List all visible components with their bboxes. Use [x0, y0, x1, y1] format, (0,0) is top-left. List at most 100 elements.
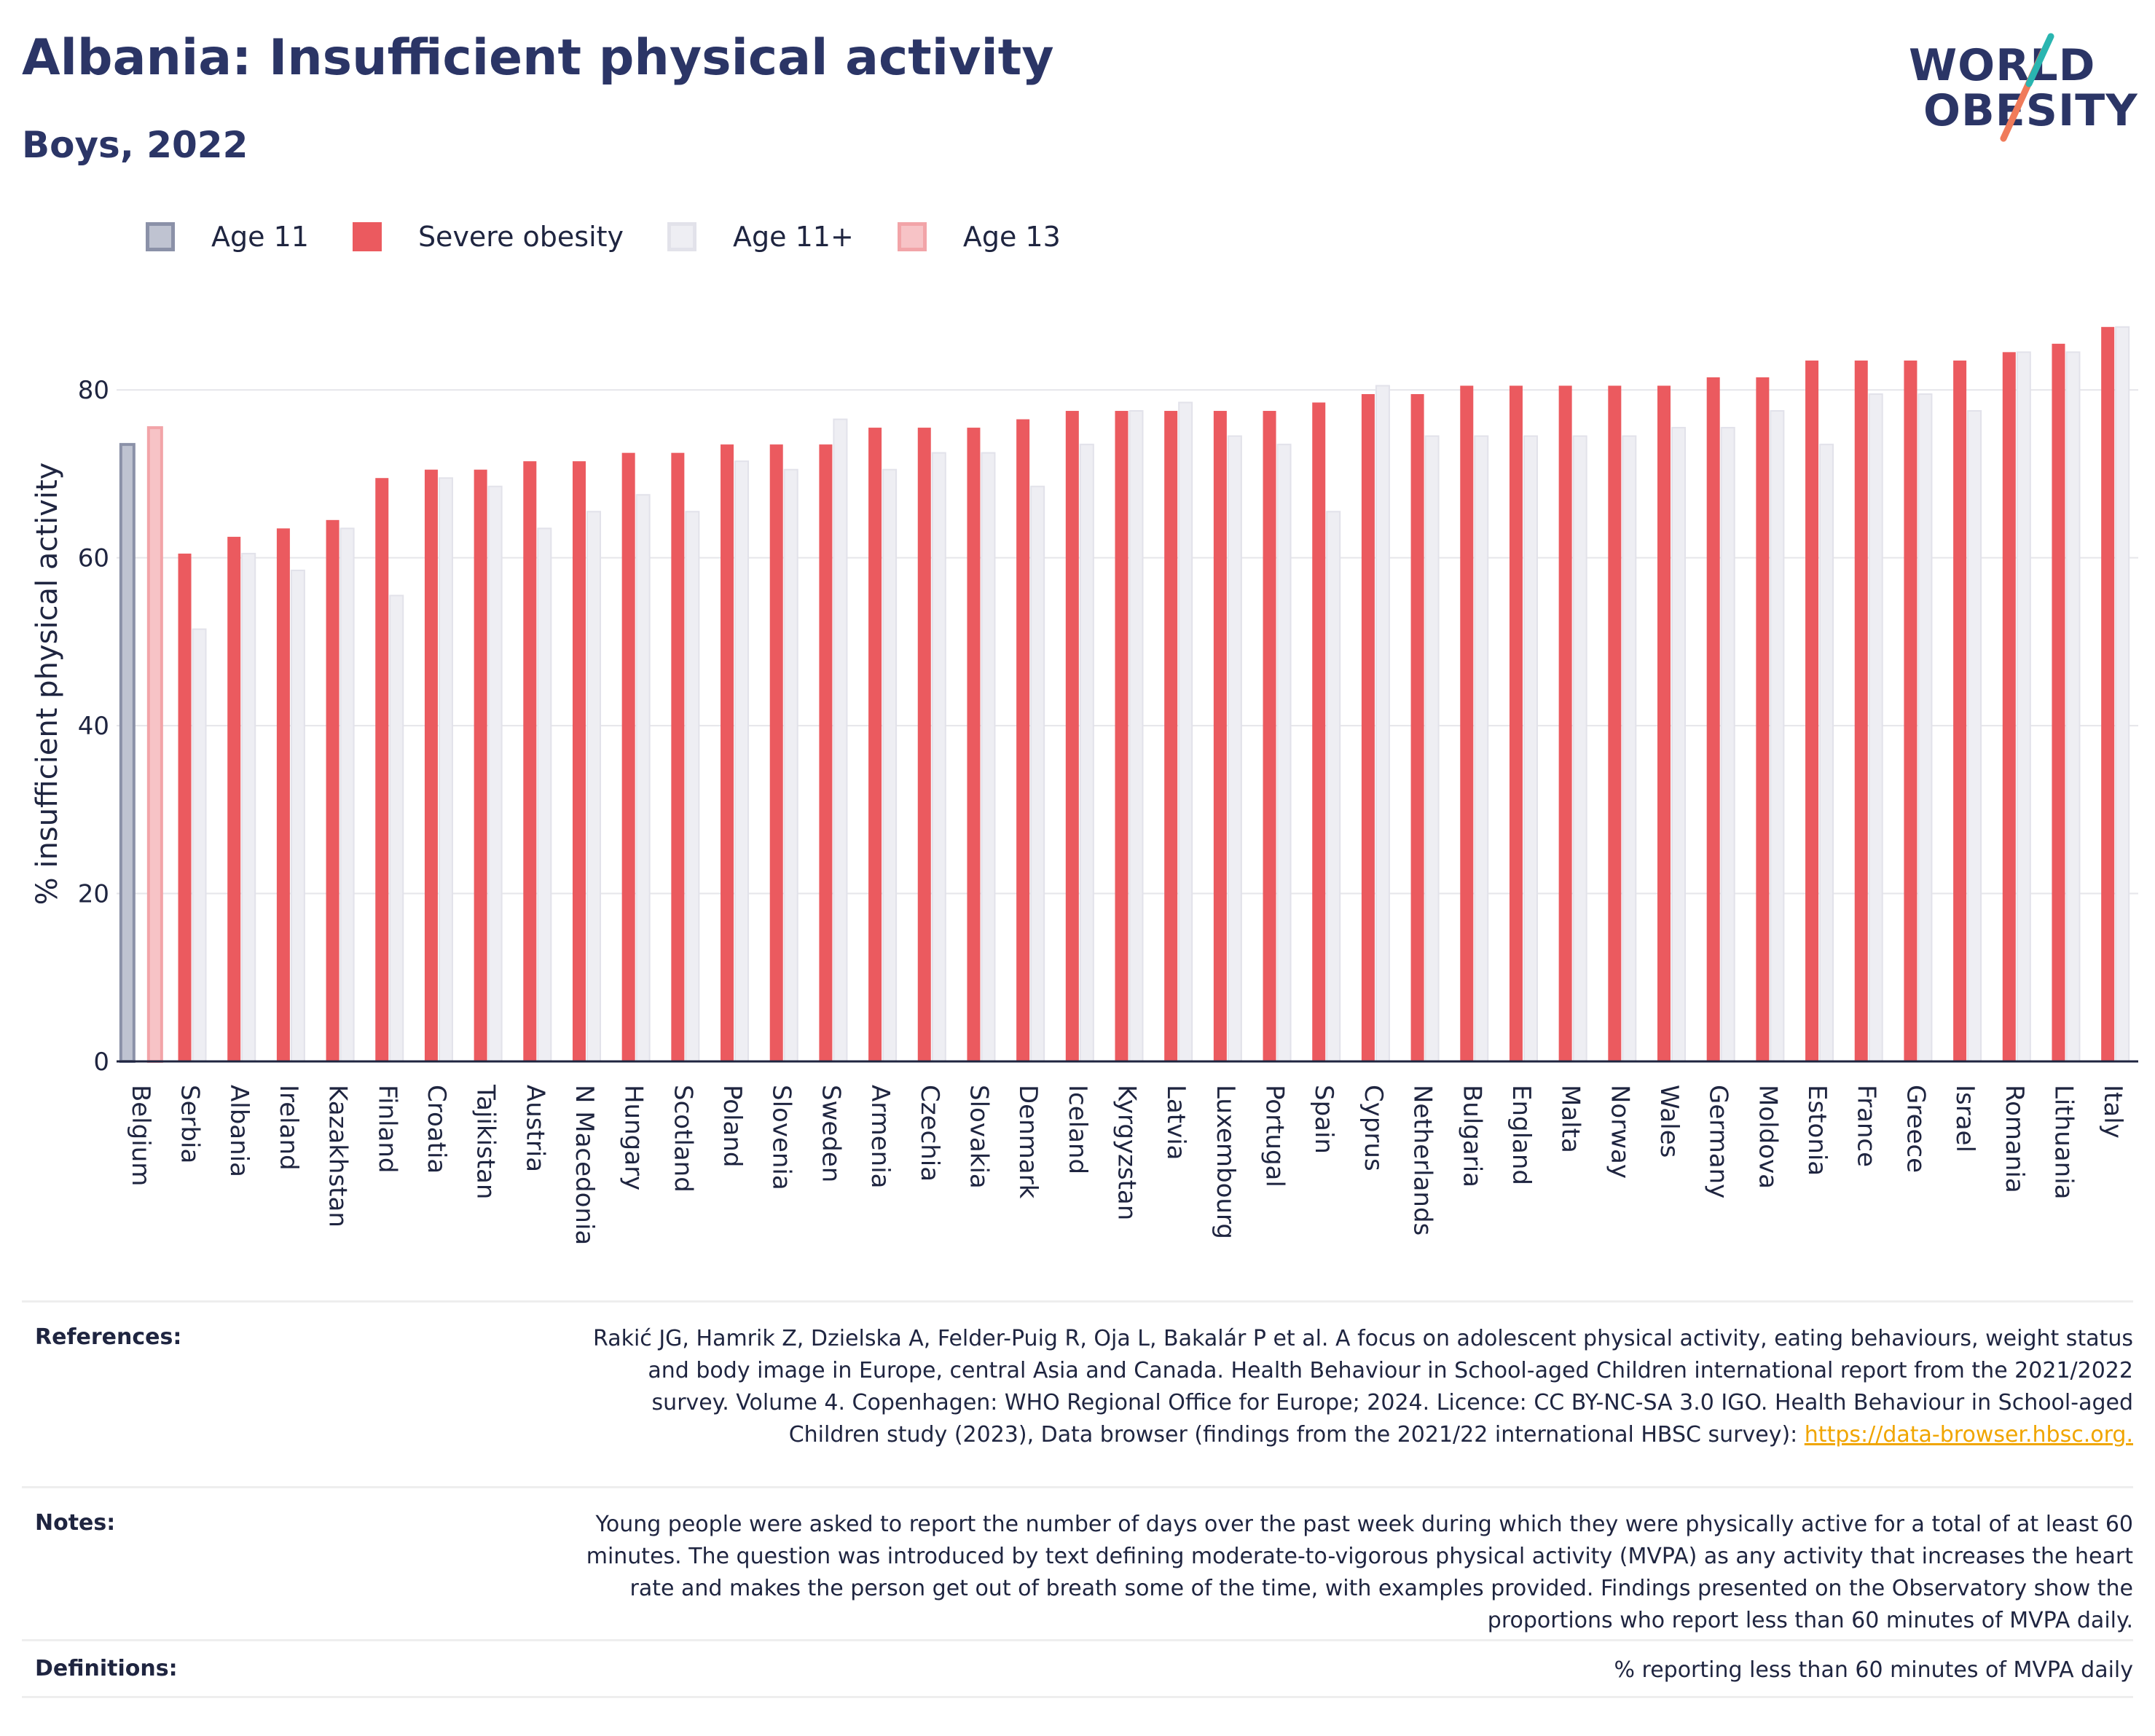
bar-severe-obesity [769, 444, 783, 1061]
bar-age-11-plus [2065, 351, 2081, 1063]
x-tick-label: Wales [1654, 1085, 1684, 1158]
legend-item-age-13[interactable]: Age 13 [897, 221, 1061, 253]
bar-age-11-plus [1967, 410, 1982, 1062]
x-tick-label: Slovenia [767, 1085, 796, 1190]
world-obesity-logo: WORLD OBESITY [1901, 29, 2142, 160]
legend-label-age-11-plus: Age 11+ [733, 221, 854, 253]
x-tick-label: Austria [520, 1085, 549, 1172]
bar-age-11-plus [339, 527, 355, 1063]
references-label: References: [35, 1324, 182, 1350]
bar-age-11-plus [586, 511, 601, 1062]
x-tick-label: Albania [224, 1085, 254, 1177]
x-tick-label: Germany [1704, 1085, 1733, 1198]
bar-age-11-plus [1720, 427, 1735, 1063]
bar-severe-obesity [2052, 343, 2065, 1062]
bar-severe-obesity [621, 452, 635, 1061]
y-axis-label: % insufficient physical activity [31, 463, 64, 906]
references-body: Rakić JG, Hamrik Z, Dzielska A, Felder-P… [593, 1326, 2133, 1448]
bar-chart: 0 20 40 60 80 % insufficient physical activit… [31, 326, 2138, 1245]
x-tick-label: France [1852, 1085, 1881, 1167]
bar-severe-obesity [424, 469, 438, 1061]
x-tick-label: Romania [2000, 1085, 2029, 1193]
bar-severe-obesity [375, 478, 389, 1061]
x-tick-label: Italy [2098, 1085, 2127, 1139]
bar-severe-obesity [1016, 419, 1030, 1061]
bar-age-11-plus [1770, 410, 1785, 1062]
y-tick-label: 60 [78, 544, 109, 573]
bar-severe-obesity [1854, 360, 1868, 1062]
bar-age-11-plus [882, 468, 898, 1062]
logo-slash-icon [2000, 33, 2054, 142]
x-tick-label: Estonia [1802, 1085, 1832, 1176]
legend-item-age-11[interactable]: Age 11 [146, 221, 309, 253]
y-tick-label: 0 [93, 1048, 109, 1077]
references-link[interactable]: https://data-browser.hbsc.org. [1804, 1422, 2133, 1448]
bar-severe-obesity [1953, 360, 1967, 1062]
x-tick-label: Netherlands [1408, 1085, 1437, 1236]
bar-age-11-plus [2016, 351, 2031, 1063]
legend-swatch-age-11-plus [667, 222, 697, 251]
x-tick-label: Kazakhstan [323, 1085, 353, 1228]
bar-severe-obesity [1065, 411, 1079, 1061]
bar-age-11-plus [2115, 326, 2130, 1063]
bar-age-11-plus [833, 418, 848, 1063]
bar-severe-obesity [1608, 385, 1622, 1061]
x-tick-label: Sweden [816, 1085, 845, 1182]
legend-swatch-age-13 [897, 222, 927, 251]
bar-severe-obesity [1115, 411, 1128, 1061]
bar-age-11-plus [1671, 427, 1687, 1063]
legend-label-age-13: Age 13 [962, 221, 1061, 253]
bar-severe-obesity [967, 428, 981, 1061]
x-tick-label: Scotland [668, 1085, 697, 1193]
x-tick-label: Ireland [274, 1085, 303, 1171]
bar-severe-obesity [1756, 377, 1770, 1061]
x-tick-label: Bulgaria [1457, 1085, 1486, 1187]
bar-age-11-plus [290, 569, 305, 1062]
bar-age-11-plus [1079, 444, 1094, 1063]
bar-age-11-plus [389, 594, 404, 1062]
bar-age-11-plus [685, 511, 700, 1062]
x-tick-label: Czechia [915, 1085, 944, 1182]
references-row: References: Rakić JG, Hamrik Z, Dzielska… [22, 1300, 2133, 1485]
legend-item-severe-obesity[interactable]: Severe obesity [352, 221, 624, 253]
x-tick-label: Belgium [126, 1085, 155, 1186]
x-tick-label: Lithuania [2049, 1085, 2078, 1199]
bar-age-11-plus [1178, 401, 1193, 1062]
bar-age-13 [146, 426, 163, 1064]
bar-age-11-plus [981, 452, 996, 1062]
x-tick-label: Tajikistan [471, 1084, 501, 1199]
bar-age-11-plus [1424, 435, 1440, 1063]
bar-age-11-plus [1030, 485, 1045, 1062]
bar-severe-obesity [1904, 360, 1917, 1062]
bar-severe-obesity [1805, 360, 1819, 1062]
bar-age-11-plus [241, 552, 256, 1062]
bar-age-11-plus [635, 494, 651, 1062]
bar-age-11-plus [1474, 435, 1489, 1063]
definitions-row: Definitions: % reporting less than 60 mi… [22, 1639, 2133, 1698]
bar-age-11-plus [1868, 393, 1883, 1062]
notes-label: Notes: [35, 1510, 116, 1536]
bar-severe-obesity [2101, 326, 2115, 1061]
bar-severe-obesity [1509, 385, 1523, 1061]
legend-item-age-11-plus[interactable]: Age 11+ [667, 221, 854, 253]
chart-subtitle: Boys, 2022 [22, 124, 248, 166]
legend-swatch-severe-obesity [352, 222, 382, 251]
bar-age-11-plus [1227, 435, 1242, 1063]
bar-age-11-plus [192, 628, 207, 1063]
bar-age-11-plus [487, 485, 503, 1062]
bar-severe-obesity [276, 528, 290, 1061]
bar-severe-obesity [1706, 377, 1720, 1061]
bar-severe-obesity [1657, 385, 1671, 1061]
x-tick-label: Spain [1309, 1085, 1338, 1154]
bar-age-11-plus [1917, 393, 1933, 1062]
bar-severe-obesity [2002, 352, 2016, 1062]
bar-age-11-plus [1375, 385, 1390, 1062]
bar-severe-obesity [1361, 393, 1375, 1061]
bar-severe-obesity [1263, 411, 1276, 1061]
bar-severe-obesity [819, 444, 833, 1061]
bar-age-11-plus [438, 477, 453, 1062]
bar-severe-obesity [474, 469, 487, 1061]
bar-severe-obesity [721, 444, 734, 1061]
x-tick-label: Serbia [176, 1085, 205, 1163]
bar-severe-obesity [1410, 393, 1424, 1061]
